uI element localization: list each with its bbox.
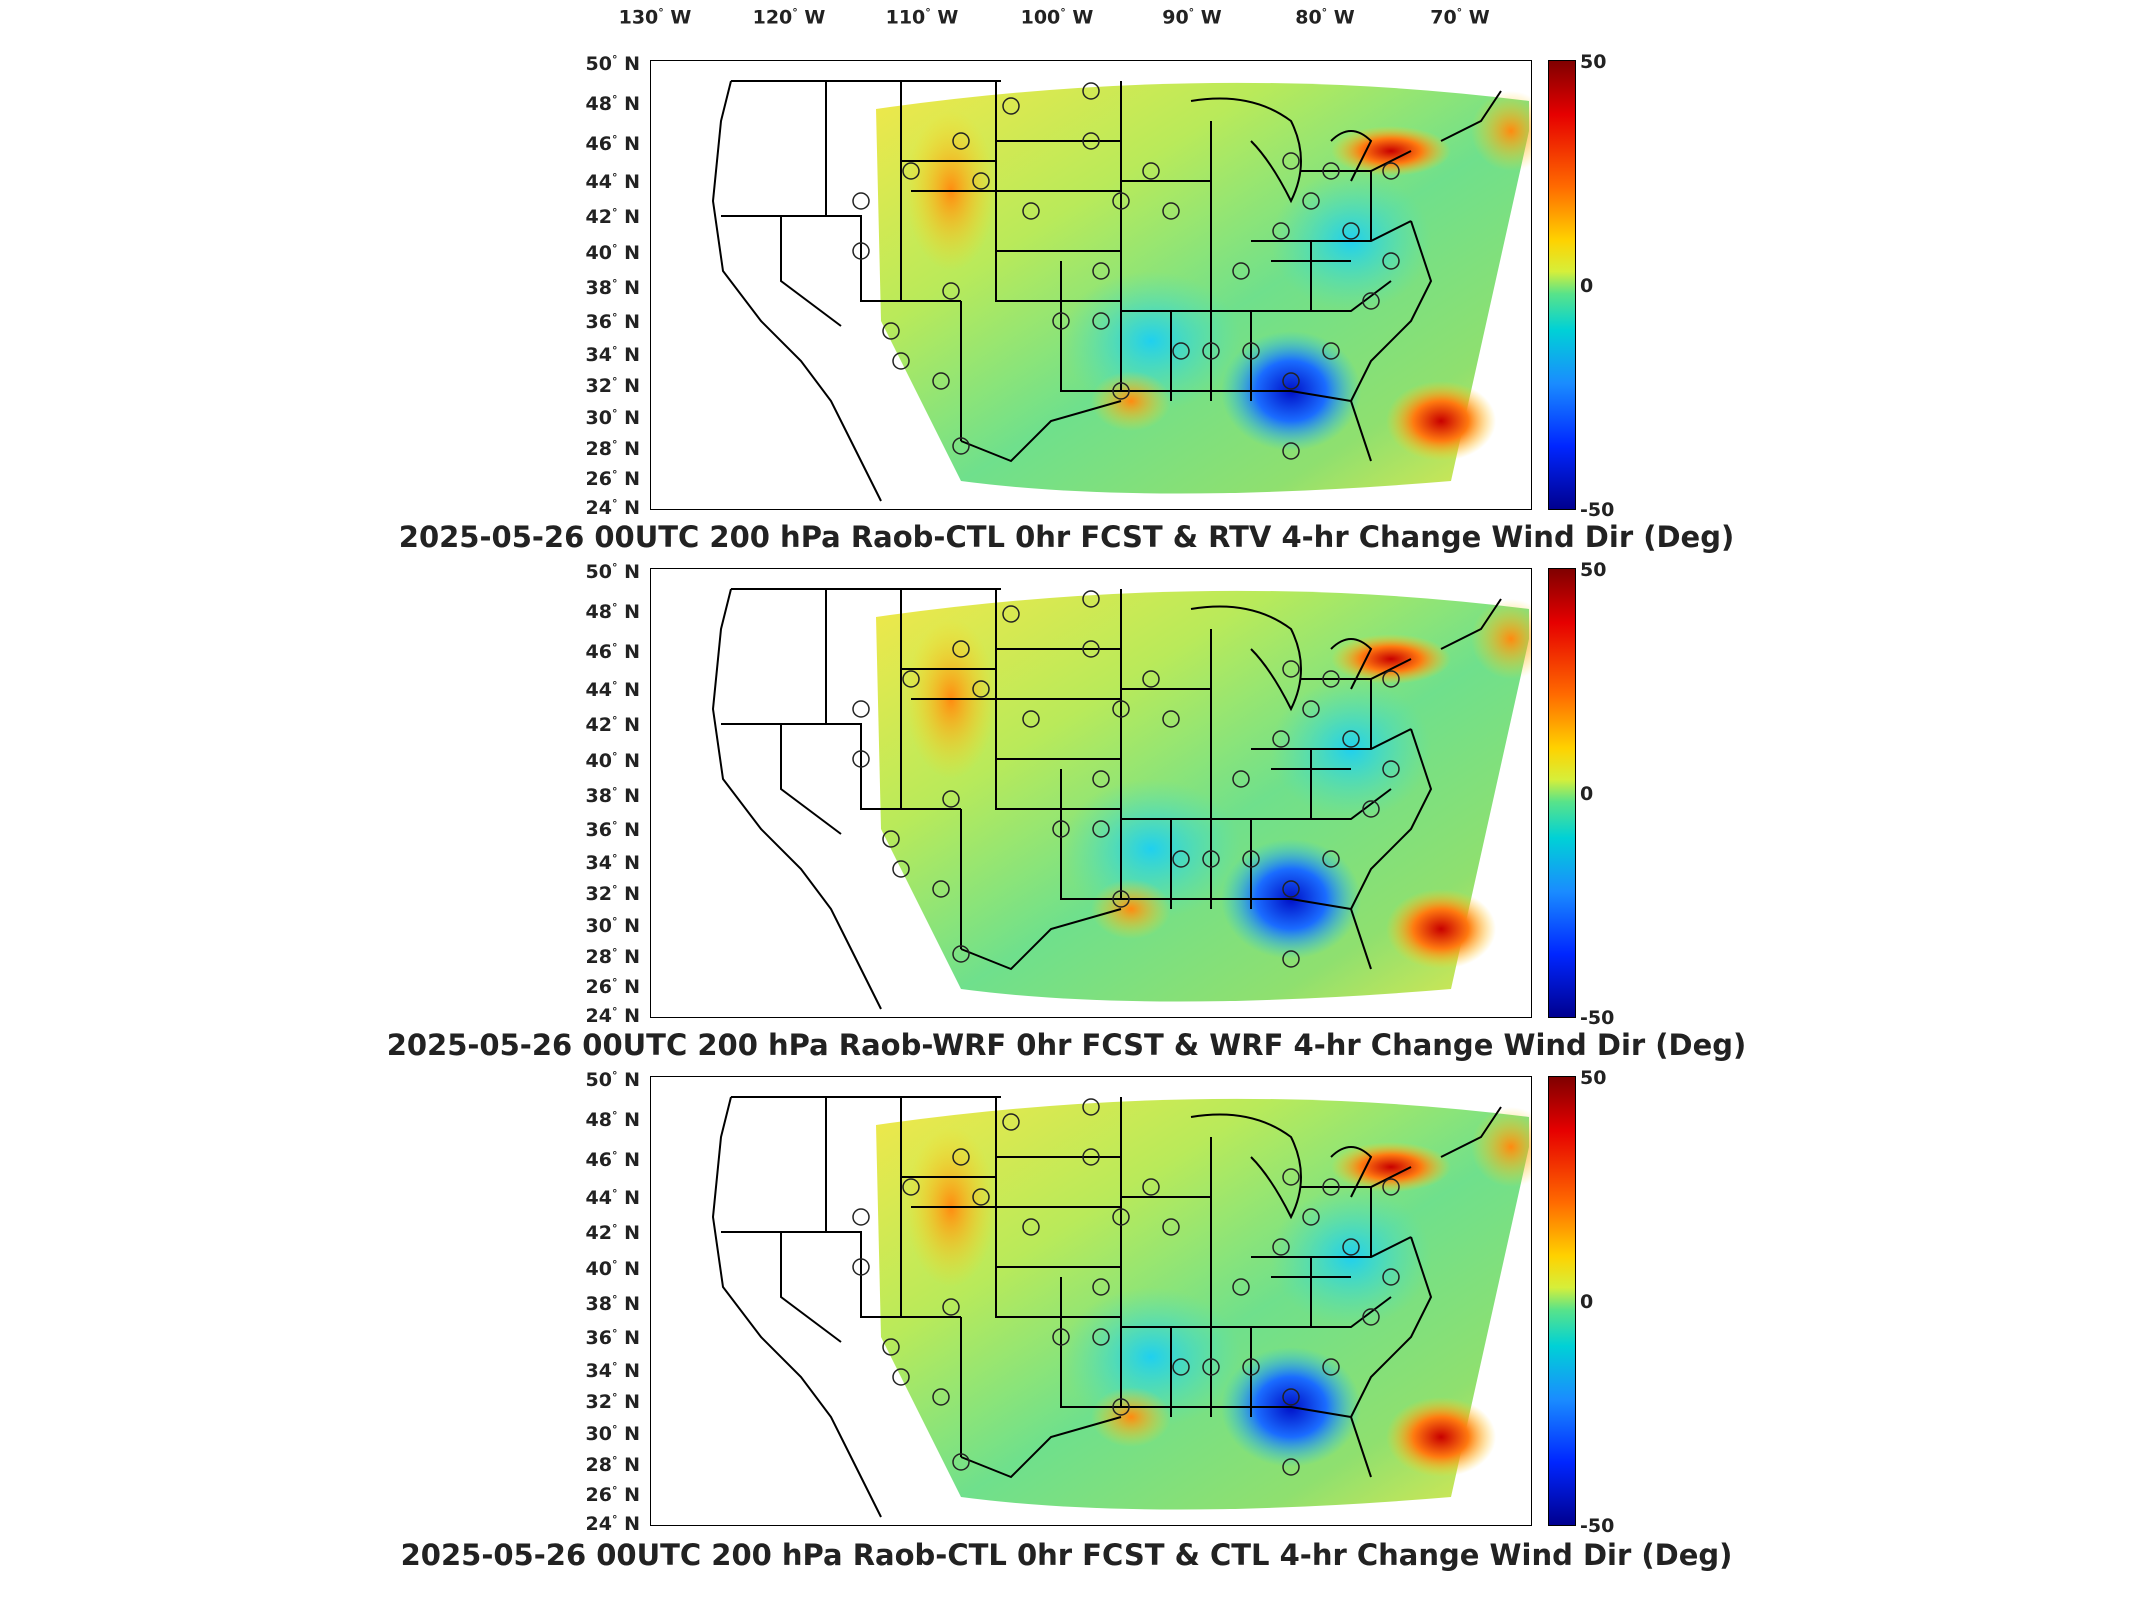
map-plot bbox=[650, 1076, 1532, 1526]
lat-label: 26° N bbox=[585, 1483, 640, 1507]
lat-label: 40° N bbox=[585, 1257, 640, 1281]
lat-label: 24° N bbox=[585, 1004, 640, 1028]
lat-label: 46° N bbox=[585, 132, 640, 156]
map-plot bbox=[650, 568, 1532, 1018]
lon-label: 90° W bbox=[1162, 6, 1222, 29]
lat-label: 34° N bbox=[585, 851, 640, 875]
lat-label: 32° N bbox=[585, 374, 640, 398]
lat-label: 32° N bbox=[585, 1390, 640, 1414]
lat-label: 26° N bbox=[585, 975, 640, 999]
lat-label: 50° N bbox=[585, 52, 640, 76]
lat-label: 42° N bbox=[585, 713, 640, 737]
lat-label: 26° N bbox=[585, 467, 640, 491]
colorbar-max-label: 50 bbox=[1580, 51, 1607, 73]
lon-label: 110° W bbox=[885, 6, 959, 29]
lon-label: 100° W bbox=[1020, 6, 1094, 29]
lat-label: 34° N bbox=[585, 343, 640, 367]
colorbar bbox=[1548, 1076, 1576, 1526]
lat-label: 44° N bbox=[585, 678, 640, 702]
colorbar bbox=[1548, 568, 1576, 1018]
lat-label: 42° N bbox=[585, 1221, 640, 1245]
lat-label: 42° N bbox=[585, 205, 640, 229]
lat-label: 38° N bbox=[585, 784, 640, 808]
lat-label: 48° N bbox=[585, 1108, 640, 1132]
panel-title: 2025-05-26 00UTC 200 hPa Raob-WRF 0hr FC… bbox=[386, 1028, 1747, 1062]
lat-label: 48° N bbox=[585, 600, 640, 624]
lat-label: 40° N bbox=[585, 749, 640, 773]
lat-label: 30° N bbox=[585, 914, 640, 938]
lon-label: 70° W bbox=[1430, 6, 1490, 29]
lon-label: 130° W bbox=[618, 6, 692, 29]
panel-title: 2025-05-26 00UTC 200 hPa Raob-CTL 0hr FC… bbox=[398, 520, 1735, 554]
colorbar-mid-label: 0 bbox=[1580, 1291, 1594, 1313]
lat-label: 40° N bbox=[585, 241, 640, 265]
lat-label: 36° N bbox=[585, 818, 640, 842]
lat-label: 28° N bbox=[585, 437, 640, 461]
lat-label: 48° N bbox=[585, 92, 640, 116]
lat-label: 38° N bbox=[585, 276, 640, 300]
lat-label: 34° N bbox=[585, 1359, 640, 1383]
panel-2: 50° N 48° N 46° N 44° N 42° N 40° N 38° … bbox=[0, 559, 2133, 1076]
lat-label: 24° N bbox=[585, 496, 640, 520]
lat-label: 24° N bbox=[585, 1512, 640, 1536]
colorbar-min-label: -50 bbox=[1580, 1515, 1615, 1537]
lat-label: 50° N bbox=[585, 560, 640, 584]
colorbar bbox=[1548, 60, 1576, 510]
lat-label: 30° N bbox=[585, 406, 640, 430]
lat-label: 44° N bbox=[585, 1186, 640, 1210]
colorbar-min-label: -50 bbox=[1580, 499, 1615, 521]
lat-label: 44° N bbox=[585, 170, 640, 194]
panel-3: 50° N 48° N 46° N 44° N 42° N 40° N 38° … bbox=[0, 1067, 2133, 1584]
lon-label: 120° W bbox=[752, 6, 826, 29]
lat-label: 30° N bbox=[585, 1422, 640, 1446]
lat-label: 50° N bbox=[585, 1068, 640, 1092]
lat-label: 46° N bbox=[585, 1148, 640, 1172]
lat-label: 28° N bbox=[585, 945, 640, 969]
colorbar-max-label: 50 bbox=[1580, 559, 1607, 581]
lat-label: 36° N bbox=[585, 1326, 640, 1350]
lat-label: 36° N bbox=[585, 310, 640, 334]
panel-1: 50° N 48° N 46° N 44° N 42° N 40° N 38° … bbox=[0, 51, 2133, 568]
colorbar-min-label: -50 bbox=[1580, 1007, 1615, 1029]
panel-title: 2025-05-26 00UTC 200 hPa Raob-CTL 0hr FC… bbox=[400, 1538, 1733, 1572]
lat-label: 32° N bbox=[585, 882, 640, 906]
colorbar-mid-label: 0 bbox=[1580, 275, 1594, 297]
map-plot bbox=[650, 60, 1532, 510]
lat-label: 38° N bbox=[585, 1292, 640, 1316]
lon-label: 80° W bbox=[1295, 6, 1355, 29]
colorbar-mid-label: 0 bbox=[1580, 783, 1594, 805]
colorbar-max-label: 50 bbox=[1580, 1067, 1607, 1089]
lat-label: 46° N bbox=[585, 640, 640, 664]
lat-label: 28° N bbox=[585, 1453, 640, 1477]
